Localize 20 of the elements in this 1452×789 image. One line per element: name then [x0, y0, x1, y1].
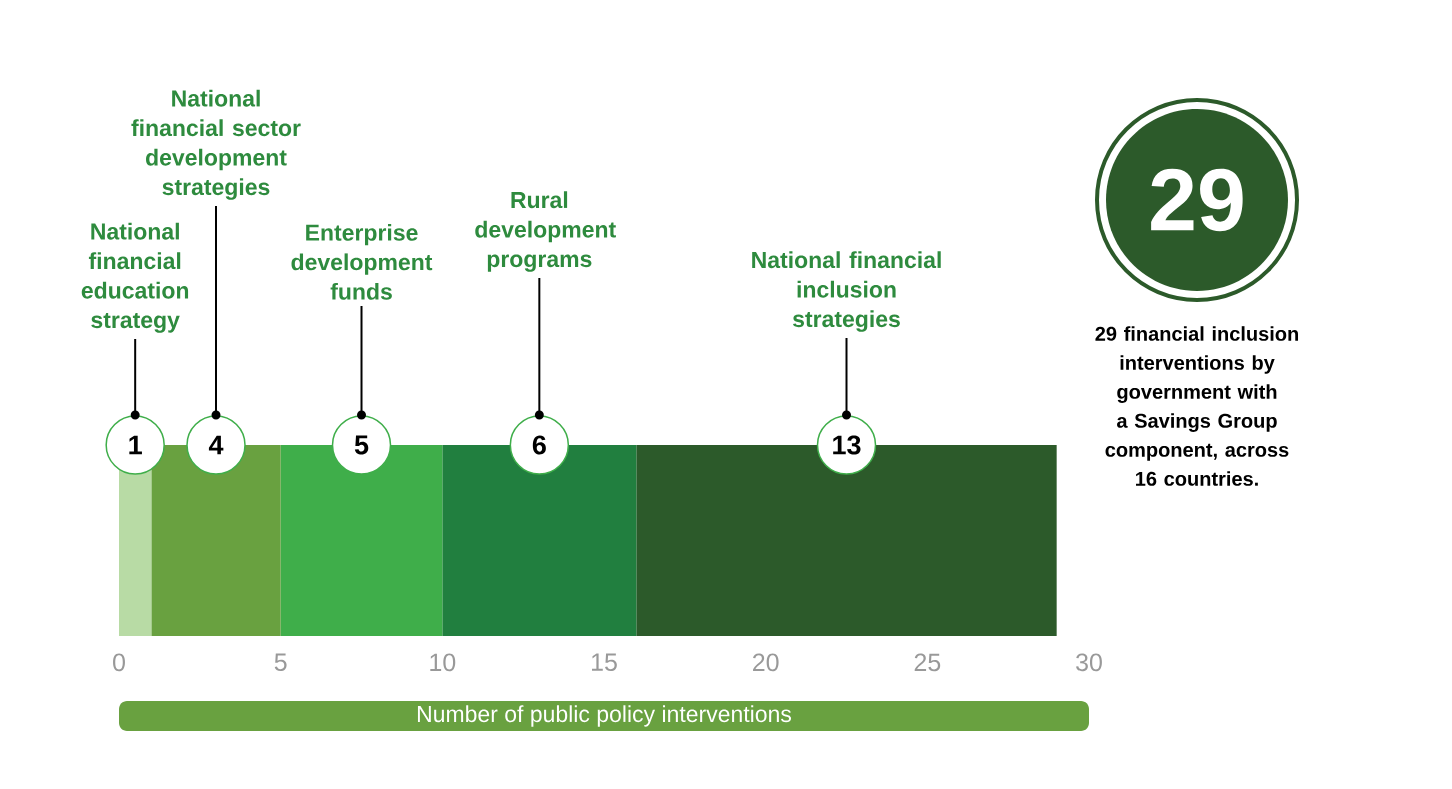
data-label: 5: [354, 435, 369, 455]
x-tick-label: 25: [914, 653, 941, 672]
data-label: 13: [833, 435, 861, 455]
text: National financial inclusion strategies: [752, 251, 941, 332]
data-label: 4: [208, 435, 224, 455]
text: National financial sector development strategies: [131, 89, 301, 200]
data-label: 6: [532, 435, 546, 455]
text: 29: [1151, 168, 1243, 232]
text: National financial education strategy: [81, 222, 189, 333]
text: Enterprise development funds: [291, 223, 433, 300]
x-axis-title: Number of public policy interventions: [417, 705, 792, 727]
x-tick-label: 20: [753, 653, 779, 672]
x-tick-label: 10: [430, 653, 456, 672]
x-tick-label: 30: [1076, 653, 1102, 672]
text: 29 financial inclusion interventions by government with a Savings Group component, across 16 countries.: [1095, 326, 1299, 486]
x-tick-label: 0: [113, 653, 125, 672]
data-label: 1: [129, 435, 142, 455]
x-tick-label: 15: [592, 653, 617, 671]
x-tick-label: 5: [274, 653, 287, 671]
text: Rural development programs: [475, 191, 616, 272]
